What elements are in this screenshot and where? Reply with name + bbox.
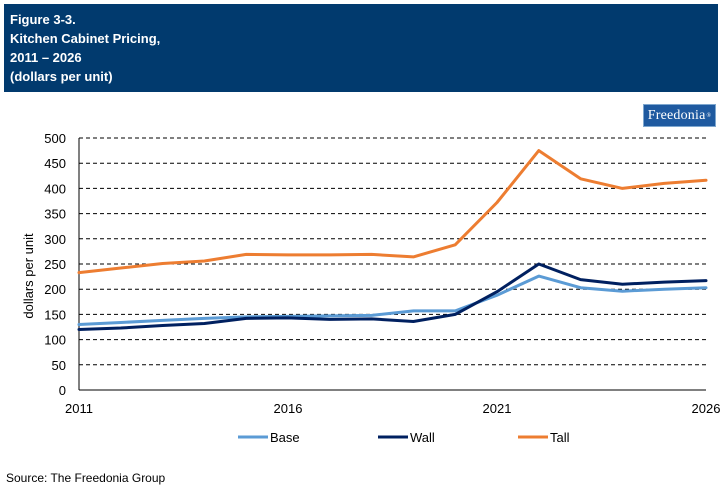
y-tick-labels: 0 50 100 150 200 250 300 350 400 450 500 (44, 131, 66, 398)
x-tick-label: 2021 (483, 401, 512, 416)
series-line-wall (77, 262, 708, 331)
logo-text: Freedonia (647, 107, 706, 123)
figure-header: Figure 3-3. Kitchen Cabinet Pricing, 201… (4, 4, 718, 92)
figure-units: (dollars per unit) (10, 69, 113, 84)
y-tick-label: 450 (44, 156, 66, 171)
y-tick-label: 300 (44, 232, 66, 247)
figure-title: Kitchen Cabinet Pricing, (10, 31, 161, 46)
series-lines (77, 149, 708, 331)
y-tick-label: 50 (52, 358, 66, 373)
y-tick-label: 200 (44, 282, 66, 297)
y-tick-label: 100 (44, 333, 66, 348)
x-tick-label: 2011 (65, 401, 93, 416)
source-note: Source: The Freedonia Group (6, 471, 166, 485)
registered-mark: ® (706, 112, 712, 119)
legend: Base Wall Tall (238, 430, 570, 445)
y-tick-label: 150 (44, 307, 66, 322)
axes (78, 138, 706, 391)
y-axis-label: dollars per unit (21, 233, 36, 319)
grid-lines (79, 137, 706, 366)
legend-label-tall: Tall (550, 430, 570, 445)
series-line-base (77, 274, 708, 326)
figure-period: 2011 – 2026 (10, 50, 82, 65)
legend-label-wall: Wall (410, 430, 435, 445)
y-tick-label: 500 (44, 131, 66, 146)
x-tick-labels: 2011 2016 2021 2026 (65, 401, 720, 416)
figure-number: Figure 3-3. (10, 12, 76, 27)
y-tick-label: 250 (44, 257, 66, 272)
y-tick-label: 350 (44, 207, 66, 222)
series-line-tall (77, 149, 708, 275)
x-tick-label: 2026 (692, 401, 721, 416)
x-tick-label: 2016 (274, 401, 303, 416)
y-tick-label: 400 (44, 181, 66, 196)
freedonia-logo: Freedonia ® (643, 104, 716, 127)
legend-label-base: Base (270, 430, 300, 445)
y-tick-label: 0 (59, 383, 66, 398)
